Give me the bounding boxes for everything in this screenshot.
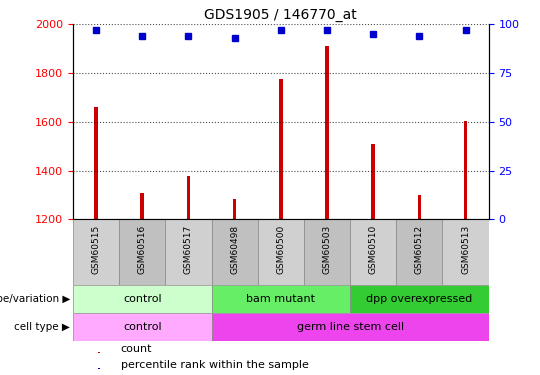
Bar [464,121,468,219]
Bar [417,195,421,219]
Bar [165,219,212,285]
Bar [233,199,237,219]
Bar [258,219,304,285]
Bar [98,352,100,353]
Text: GSM60503: GSM60503 [322,225,332,274]
Bar [212,313,489,341]
Text: count: count [121,344,152,354]
Text: dpp overexpressed: dpp overexpressed [366,294,472,304]
Bar [350,219,396,285]
Text: control: control [123,294,161,304]
Bar [94,107,98,219]
Bar [372,144,375,219]
Text: cell type ▶: cell type ▶ [15,322,70,332]
Bar [396,219,442,285]
Text: GSM60513: GSM60513 [461,225,470,274]
Bar [212,285,350,313]
Bar [442,219,489,285]
Title: GDS1905 / 146770_at: GDS1905 / 146770_at [205,8,357,22]
Text: GSM60500: GSM60500 [276,225,285,274]
Bar [325,46,329,219]
Text: GSM60515: GSM60515 [91,225,100,274]
Bar [140,193,144,219]
Text: percentile rank within the sample: percentile rank within the sample [121,360,308,370]
Text: bam mutant: bam mutant [246,294,315,304]
Text: genotype/variation ▶: genotype/variation ▶ [0,294,70,304]
Bar [73,219,119,285]
Text: control: control [123,322,161,332]
Bar [186,176,190,219]
Text: GSM60510: GSM60510 [369,225,377,274]
Bar [98,368,100,369]
Text: germ line stem cell: germ line stem cell [296,322,404,332]
Bar [350,285,489,313]
Bar [212,219,258,285]
Text: GSM60517: GSM60517 [184,225,193,274]
Text: GSM60512: GSM60512 [415,225,424,274]
Bar [119,219,165,285]
Bar [73,285,212,313]
Text: GSM60498: GSM60498 [230,225,239,274]
Bar [304,219,350,285]
Text: GSM60516: GSM60516 [138,225,147,274]
Bar [279,79,282,219]
Bar [73,313,212,341]
